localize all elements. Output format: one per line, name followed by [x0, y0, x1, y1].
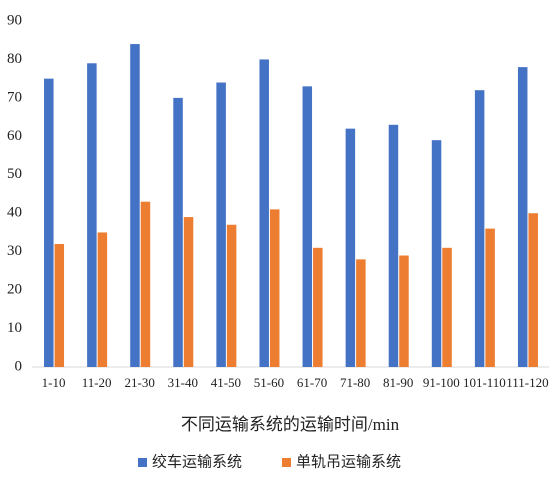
bar	[87, 63, 97, 368]
x-tick-label: 61-70	[297, 375, 327, 390]
bar	[302, 86, 313, 367]
x-tick-label: 51-60	[254, 375, 284, 390]
y-tick-label: 0	[15, 358, 23, 374]
y-tick-label: 40	[7, 205, 22, 221]
bar	[345, 128, 356, 367]
x-tick-label: 31-40	[168, 375, 198, 390]
x-tick-label: 101-110	[463, 375, 506, 390]
y-tick-label: 60	[7, 128, 22, 144]
bar	[173, 97, 183, 367]
bar	[431, 140, 442, 367]
x-tick-label: 21-30	[125, 375, 155, 390]
y-tick-label: 10	[7, 320, 22, 336]
legend-swatch	[138, 458, 147, 467]
y-tick-label: 80	[7, 51, 22, 67]
bar	[183, 217, 194, 367]
x-tick-label: 81-90	[383, 375, 413, 390]
y-tick-label: 90	[7, 12, 22, 28]
bar	[130, 44, 140, 368]
bar	[140, 201, 151, 367]
y-tick-label: 30	[7, 243, 22, 259]
bar	[54, 243, 65, 367]
bar	[216, 82, 226, 367]
bar	[517, 67, 528, 367]
x-tick-label: 1-10	[42, 375, 66, 390]
x-tick-label: 91-100	[423, 375, 460, 390]
bar	[97, 232, 108, 367]
bar	[356, 259, 366, 367]
legend-label: 绞车运输系统	[152, 453, 242, 470]
bar	[259, 59, 269, 367]
legend-label: 单轨吊运输系统	[296, 453, 401, 470]
x-tick-label: 71-80	[340, 375, 370, 390]
bar	[226, 224, 237, 367]
y-tick-label: 70	[7, 89, 22, 105]
legend-swatch	[282, 458, 291, 467]
y-tick-label: 50	[7, 166, 22, 182]
bar	[485, 228, 495, 367]
x-tick-label: 111-120	[506, 375, 548, 390]
x-tick-label: 11-20	[82, 375, 112, 390]
bar	[442, 247, 452, 367]
y-tick-label: 20	[7, 282, 22, 298]
bar	[528, 213, 538, 367]
bar	[313, 247, 323, 367]
bar	[44, 78, 54, 368]
bar	[474, 90, 485, 367]
bar	[399, 255, 409, 367]
bar	[388, 124, 399, 367]
x-tick-label: 41-50	[211, 375, 241, 390]
x-axis-title: 不同运输系统的运输时间/min	[181, 415, 400, 434]
bar	[269, 209, 280, 367]
